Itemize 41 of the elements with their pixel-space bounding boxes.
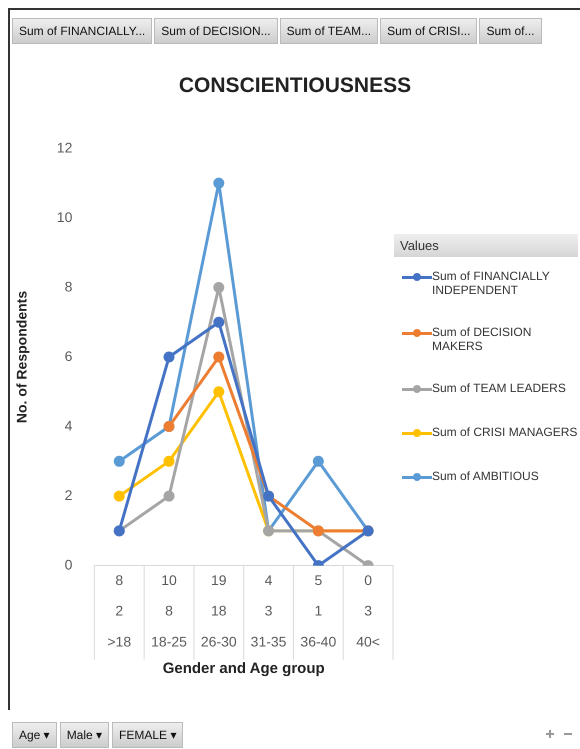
legend-label: Sum of DECISION MAKERS: [432, 325, 532, 353]
point: [114, 456, 125, 467]
text: Sum of DECISION...: [154, 18, 278, 44]
x-tick-label: 5 1 36-40: [300, 572, 336, 650]
text: FEMALE ▾: [112, 722, 184, 748]
y-tick-label: 10: [56, 208, 73, 225]
point: [312, 456, 324, 467]
point: [213, 282, 224, 293]
y-axis-title: No. of Respondents: [13, 290, 30, 424]
x-tick-label: 10 8 18-25: [151, 572, 188, 650]
point: [213, 352, 224, 362]
y-tick-label: 8: [64, 278, 73, 294]
text: Age ▾: [12, 722, 57, 748]
text: Sum of FINANCIALLY...: [12, 18, 152, 44]
point: [114, 490, 125, 502]
y-tick-label: 0: [64, 556, 73, 572]
x-tick-label: 8 2 >18: [107, 572, 132, 650]
x-axis-title: Gender and Age group: [162, 660, 325, 678]
chart-title: CONSCIENTIOUSNESS: [178, 74, 412, 98]
text: Male ▾: [60, 722, 110, 748]
text: Sum of CRISI...: [380, 18, 478, 44]
x-tick-label: 19 18 26-30: [200, 572, 237, 650]
legend-label: Sum of AMBITIOUS: [432, 469, 539, 483]
legend-label: Sum of TEAM LEADERS: [432, 381, 566, 395]
y-tick-label: 6: [64, 348, 73, 364]
point: [164, 490, 175, 502]
point: [164, 352, 175, 362]
y-tick-label: 4: [64, 417, 73, 434]
x-tick-label: 4 3 31-35: [250, 572, 287, 650]
point: [213, 316, 224, 328]
point: [213, 386, 224, 398]
point: [213, 178, 224, 189]
legend-label: Sum of FINANCIALLY INDEPENDENT: [432, 269, 551, 297]
legend-title: Values: [394, 234, 578, 257]
legend-label: Sum of CRISI MANAGERS: [432, 425, 578, 439]
y-tick-label: 12: [56, 139, 73, 156]
text: Sum of...: [479, 18, 542, 44]
text: Sum of TEAM...: [280, 18, 378, 44]
x-tick-label: 0 3 40<: [356, 572, 380, 650]
point: [164, 456, 175, 467]
y-tick-label: 2: [64, 486, 73, 503]
